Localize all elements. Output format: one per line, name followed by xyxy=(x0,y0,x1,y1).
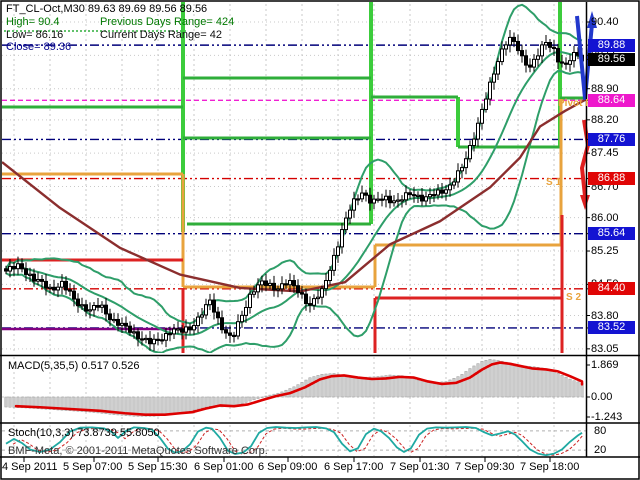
price-scale-label: 83.80 xyxy=(591,309,619,322)
price-badge: 86.88 xyxy=(588,172,635,186)
price-badge: 88.64 xyxy=(588,93,635,107)
low-info-row: Low= 86.16 Current Days Range= 42 xyxy=(6,29,222,41)
time-axis-label: 7 Sep 01:30 xyxy=(390,461,450,473)
time-axis-label: 7 Sep 18:00 xyxy=(520,461,580,473)
time-axis-label: 6 Sep 01:00 xyxy=(194,461,254,473)
high-info-row: High= 90.4 Previous Days Range= 424 xyxy=(6,16,234,28)
stoch-scale-label: 20 xyxy=(594,444,607,456)
price-scale-label: 85.25 xyxy=(591,245,619,258)
curr-range-label: Current Days Range= 42 xyxy=(100,29,222,41)
price-badge: 85.64 xyxy=(588,227,635,241)
price-badge: 83.52 xyxy=(588,321,635,335)
price-scale-label: 83.05 xyxy=(591,342,619,355)
symbol-info-line: FT_CL-Oct,M30 89.63 89.69 89.56 89.56 xyxy=(6,3,208,15)
time-axis-label: 4 Sep 2011 xyxy=(2,461,58,473)
pivot-label: S 2 xyxy=(566,292,582,303)
macd-scale-label: 1.869 xyxy=(591,359,619,371)
time-axis-label: 5 Sep 15:30 xyxy=(128,461,188,473)
price-scale-label: 88.90 xyxy=(591,82,619,95)
close-label: Close= 89.36 xyxy=(6,41,72,53)
macd-scale-label: -1.243 xyxy=(591,411,623,423)
time-axis-label: 5 Sep 07:00 xyxy=(63,461,123,473)
stoch-indicator-label: Stoch(10,3,3) 73.8739 55.8050 xyxy=(8,427,160,439)
price-badge: 89.88 xyxy=(588,38,635,52)
price-scale-label: 88.20 xyxy=(591,113,619,126)
price-badge: 84.40 xyxy=(588,282,635,296)
price-badge: 89.56 xyxy=(588,52,635,66)
price-scale-label: 86.00 xyxy=(591,211,619,224)
time-axis-label: 6 Sep 09:00 xyxy=(258,461,318,473)
macd-scale-label: 0.00 xyxy=(591,391,613,403)
macd-indicator-label: MACD(5,35,5) 0.517 0.526 xyxy=(8,360,140,372)
time-axis-label: 6 Sep 17:00 xyxy=(324,461,384,473)
prev-range-label: Previous Days Range= 424 xyxy=(100,16,235,28)
stoch-scale-label: 80 xyxy=(594,425,607,437)
high-label: High= 90.4 xyxy=(6,16,60,28)
price-scale-label: 87.45 xyxy=(591,147,619,160)
price-badge: 87.76 xyxy=(588,132,635,146)
low-label: Low= 86.16 xyxy=(6,29,64,41)
pivot-label: Pivot P xyxy=(558,98,592,109)
time-axis-label: 7 Sep 09:30 xyxy=(455,461,515,473)
copyright-text: BMF-Meta, © 2001-2011 MetaQuotes Softwar… xyxy=(8,445,268,457)
pivot-label: S 1 xyxy=(546,177,562,188)
price-scale-label: 90.40 xyxy=(591,16,619,28)
